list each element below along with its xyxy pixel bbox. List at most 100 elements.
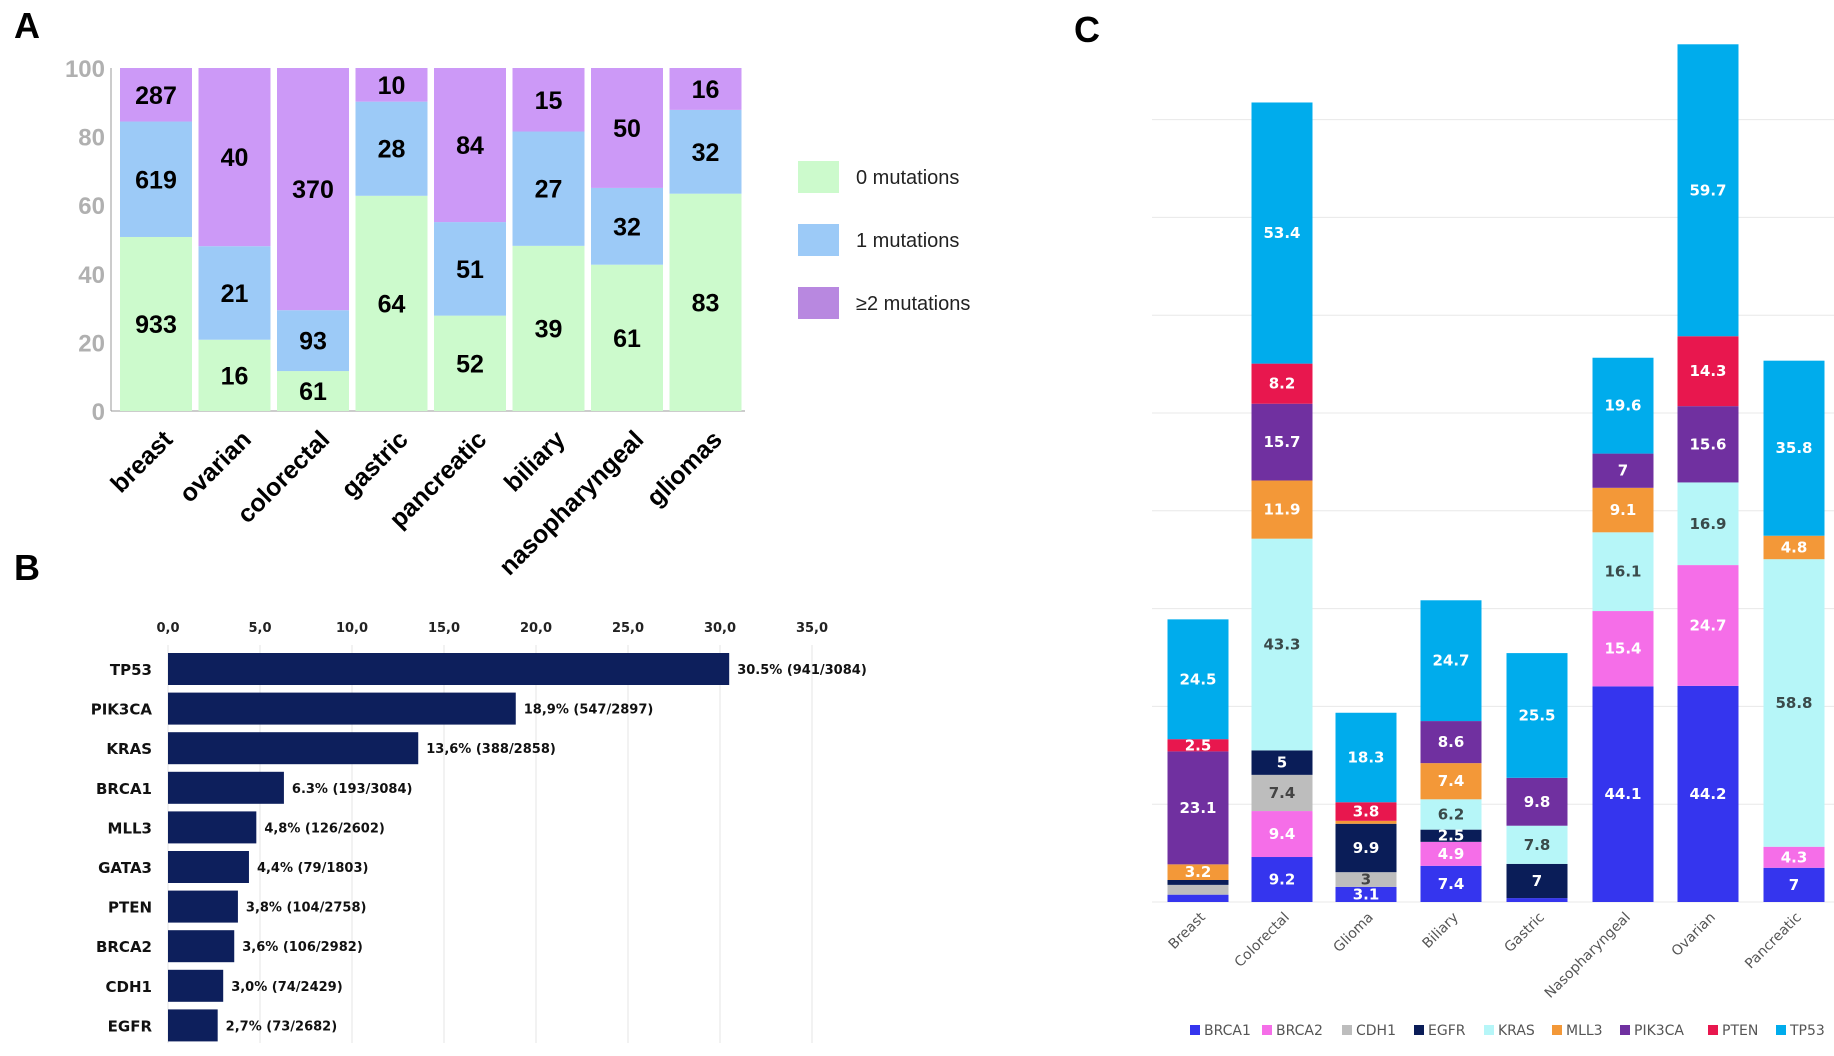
bar-segment	[277, 371, 349, 411]
bar-segment	[669, 68, 742, 110]
legend-label: 0 mutations	[856, 167, 959, 189]
data-label: 43.3	[1263, 636, 1300, 654]
bar-segment	[1677, 685, 1739, 902]
legend-label: EGFR	[1428, 1023, 1466, 1039]
y-tick-label: 0	[92, 399, 105, 426]
x-tick-label: gliomas	[641, 425, 728, 512]
bar-segment	[1763, 559, 1825, 847]
x-tick-label: Glioma	[1331, 910, 1377, 956]
data-label: 93	[299, 328, 327, 356]
bar-segment	[1677, 336, 1739, 407]
bar-segment	[1167, 864, 1229, 880]
data-label: 14.3	[1689, 362, 1726, 380]
bar	[168, 771, 284, 804]
legend-label: TP53	[1789, 1023, 1825, 1039]
data-label: 6.3% (193/3084)	[292, 782, 413, 797]
data-label: 50	[613, 115, 641, 143]
bar	[168, 851, 249, 883]
legend-swatch	[1414, 1025, 1424, 1035]
bar-segment	[355, 68, 428, 102]
data-label: 35.8	[1775, 439, 1812, 457]
bar-segment	[1251, 102, 1313, 364]
legend-label: KRAS	[1498, 1023, 1535, 1039]
bar-segment	[1335, 802, 1397, 821]
legend-label: BRCA1	[1204, 1023, 1251, 1039]
data-label: 7	[1618, 462, 1628, 480]
data-label: 16.1	[1604, 563, 1641, 581]
bar-segment	[1506, 825, 1568, 864]
bar-segment	[1251, 480, 1313, 539]
data-label: 3.2	[1185, 863, 1212, 881]
legend-label: MLL3	[1566, 1023, 1603, 1039]
bar-segment	[1592, 686, 1654, 902]
bar-segment	[591, 68, 663, 188]
data-label: 83	[692, 289, 720, 317]
bar-segment	[1506, 863, 1568, 899]
data-label: 25.5	[1518, 706, 1555, 724]
y-tick-label: BRCA2	[96, 938, 152, 956]
data-label: 44.2	[1689, 785, 1726, 803]
bar-segment	[1251, 811, 1313, 858]
data-label: 23.1	[1179, 799, 1216, 817]
bar-segment	[198, 339, 271, 411]
x-tick-label: Ovarian	[1669, 910, 1719, 960]
data-label: 24.5	[1179, 670, 1216, 688]
data-label: 4.8	[1781, 538, 1808, 556]
data-label: 44.1	[1604, 785, 1641, 803]
bar-segment	[1167, 884, 1229, 895]
data-label: 28	[378, 136, 406, 164]
data-label: 8.6	[1438, 733, 1465, 751]
bar-segment	[1420, 600, 1482, 722]
bar-segment	[1506, 898, 1568, 902]
data-label: 2.5	[1438, 827, 1465, 845]
bar-segment	[1251, 538, 1313, 751]
bar-segment	[1420, 841, 1482, 866]
x-tick-label: 35,0	[796, 621, 828, 636]
y-tick-label: 40	[78, 262, 105, 289]
bar-segment	[1592, 357, 1654, 454]
x-tick-label: 10,0	[336, 621, 368, 636]
x-tick-label: Nasopharyngeal	[1542, 910, 1634, 1002]
data-label: 3,8% (104/2758)	[246, 901, 367, 916]
bar-segment	[1677, 565, 1739, 686]
bar-segment	[1167, 619, 1229, 740]
bar-segment	[1763, 867, 1825, 902]
bar-segment	[1763, 846, 1825, 868]
legend-label: PIK3CA	[1634, 1023, 1684, 1039]
legend-label: BRCA2	[1276, 1023, 1323, 1039]
x-tick-label: 5,0	[248, 621, 271, 636]
data-label: 32	[692, 139, 720, 167]
bar-segment	[277, 68, 349, 311]
y-tick-label: KRAS	[106, 740, 152, 758]
data-label: 9.2	[1269, 871, 1296, 889]
data-label: 18,9% (547/2897)	[524, 703, 654, 718]
bar-segment	[1677, 406, 1739, 483]
bar-segment	[1167, 879, 1229, 885]
bar-segment	[198, 246, 271, 340]
y-tick-label: 60	[78, 193, 105, 220]
x-tick-label: 0,0	[156, 621, 179, 636]
bar-segment	[434, 315, 506, 411]
data-label: 370	[292, 176, 334, 204]
panel-c-chart: 3.2 23.1 2.5 24.5 Breast 9.2 9.4 7.4 5 43.3 11.9 15…	[1152, 44, 1834, 1039]
bar-segment	[1763, 535, 1825, 560]
x-tick-label: Breast	[1166, 909, 1210, 953]
data-label: 16.9	[1689, 515, 1726, 533]
bar-segment	[1251, 403, 1313, 481]
bar-segment	[1420, 829, 1482, 842]
bar-segment	[1335, 712, 1397, 803]
data-label: 61	[299, 378, 327, 406]
data-label: 64	[378, 290, 406, 318]
data-label: 30.5% (941/3084)	[737, 663, 867, 678]
x-tick-label: 30,0	[704, 621, 736, 636]
bar-segment	[512, 245, 585, 411]
data-label: 3	[1361, 871, 1371, 889]
bar-segment	[669, 193, 742, 411]
bar-segment	[1420, 763, 1482, 800]
data-label: 24.7	[1432, 652, 1469, 670]
bar-segment	[1251, 363, 1313, 404]
data-label: 61	[613, 325, 641, 353]
bar-segment	[1763, 360, 1825, 536]
bar-segment	[591, 264, 663, 411]
data-label: 84	[456, 132, 484, 160]
